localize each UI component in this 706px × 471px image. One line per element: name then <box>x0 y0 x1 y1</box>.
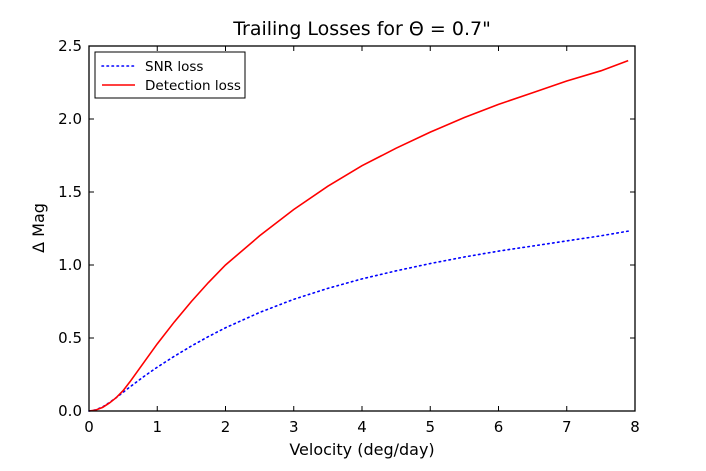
y-tick-label: 1.5 <box>58 183 82 201</box>
y-axis-label: Δ Mag <box>29 203 48 253</box>
x-tick-label: 8 <box>630 418 640 436</box>
y-tick-label: 1.0 <box>58 256 82 274</box>
x-tick-label: 0 <box>84 418 94 436</box>
chart-title: Trailing Losses for Θ = 0.7" <box>232 18 491 40</box>
x-axis-label: Velocity (deg/day) <box>289 440 434 459</box>
x-tick-label: 7 <box>562 418 572 436</box>
y-tick-label: 2.5 <box>58 37 82 55</box>
legend-label-detection-loss: Detection loss <box>145 78 241 94</box>
y-tick-label: 0.5 <box>58 329 82 347</box>
x-tick-label: 5 <box>425 418 435 436</box>
plot-frame <box>88 45 636 412</box>
legend-box <box>94 51 246 99</box>
x-tick-label: 2 <box>221 418 231 436</box>
plot-area <box>88 59 629 412</box>
x-tick-label: 6 <box>494 418 504 436</box>
x-tick-label: 3 <box>289 418 299 436</box>
legend-label-snr-loss: SNR loss <box>145 59 203 75</box>
series-line-detection-loss <box>88 59 629 412</box>
legend: SNR loss Detection loss <box>94 51 246 99</box>
y-tick-label: 0.0 <box>58 402 82 420</box>
x-tick-label: 1 <box>152 418 162 436</box>
series-line-snr-loss <box>88 230 629 412</box>
x-tick-label: 4 <box>357 418 367 436</box>
axis-ticks: 0 1 2 3 4 5 6 7 8 0.0 0.5 1.0 1.5 2.0 2.5 <box>58 37 640 436</box>
y-tick-label: 2.0 <box>58 110 82 128</box>
